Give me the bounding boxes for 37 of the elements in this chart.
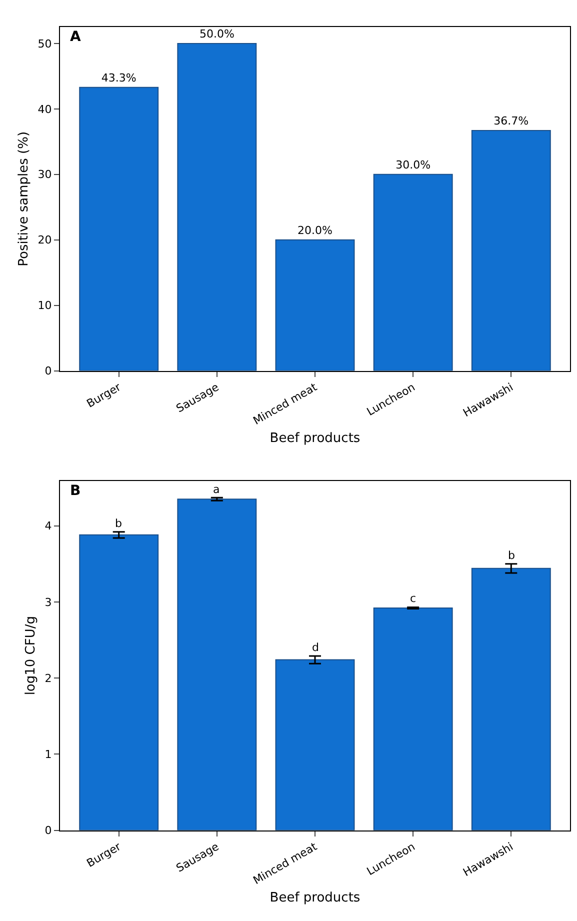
data-label: 43.3% [101, 71, 136, 84]
data-label: 20.0% [298, 224, 332, 237]
y-tick-label: 1 [44, 748, 52, 762]
y-tick-label: 20 [38, 234, 52, 247]
x-axis-title: Beef products [270, 431, 360, 446]
y-tick-label: 2 [44, 672, 52, 685]
y-tick-label: 40 [38, 102, 52, 116]
annotation: b [508, 549, 515, 562]
annotation: a [213, 483, 220, 496]
x-axis-title: Beef products [270, 890, 360, 906]
data-label: 30.0% [396, 158, 431, 172]
y-tick-label: 30 [38, 168, 52, 182]
data-label: 50.0% [199, 27, 234, 40]
y-axis-title: log10 CFU/g [24, 616, 39, 696]
bar [177, 42, 257, 371]
annotation: b [115, 517, 122, 530]
bar [275, 659, 355, 830]
bar [275, 239, 355, 371]
annotation: c [410, 592, 416, 605]
y-tick-label: 50 [38, 37, 52, 50]
annotation: B [70, 483, 81, 499]
bar [79, 86, 159, 371]
bar [471, 568, 551, 830]
bar [79, 534, 159, 830]
y-tick-label: 3 [44, 596, 52, 609]
y-axis-title: Positive samples (%) [16, 131, 32, 266]
y-tick-label: 0 [44, 364, 52, 378]
bar [177, 498, 257, 830]
y-tick-label: 10 [38, 299, 52, 312]
bar [373, 608, 453, 830]
annotation: d [312, 641, 319, 654]
bar [373, 174, 453, 371]
annotation: A [70, 29, 81, 45]
y-tick-label: 0 [44, 824, 52, 838]
data-label: 36.7% [494, 114, 529, 128]
bar [471, 130, 551, 371]
y-tick-label: 4 [44, 520, 52, 533]
